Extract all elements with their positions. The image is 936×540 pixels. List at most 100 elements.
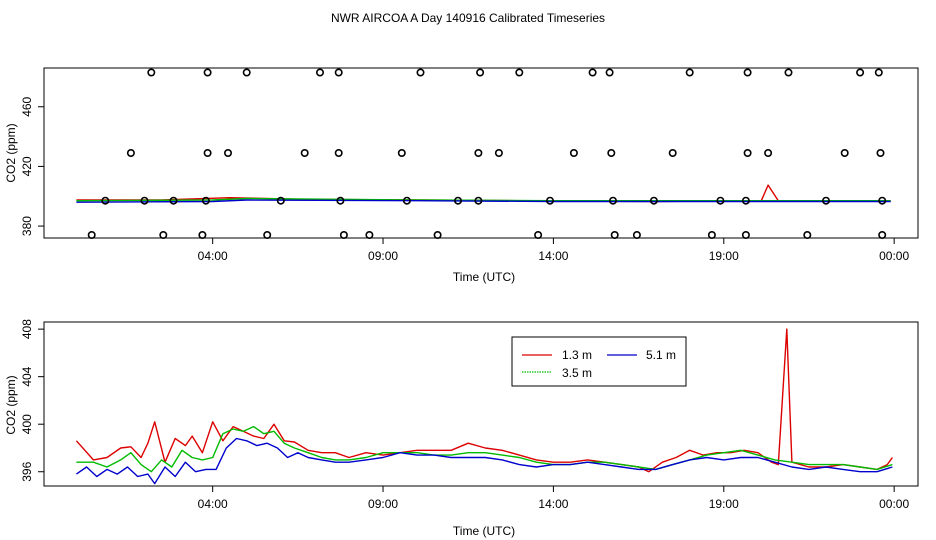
calibration-point-374-9 [632,231,641,240]
calibration-point-429-2 [224,149,233,158]
top-y-tick-label-460: 460 [20,96,34,116]
calibration-point-483-8 [588,68,597,77]
calibration-point-483-3 [315,68,324,77]
top-x-tick-label-1: 09:00 [368,249,398,263]
bottom-y-tick-label-400: 400 [20,414,34,434]
calibration-point-397-10 [608,196,617,205]
legend: 1.3 m 3.5 m 5.1 m [511,336,687,387]
bottom-x-tick-label-3: 19:00 [709,497,739,511]
calibration-point-397-11 [649,196,658,205]
bottom-series-lines [75,328,893,485]
bottom-panel: 396 400 404 408 04:00 09:00 14:00 19:00 00:00 T… [4,319,919,538]
calibration-point-374-12 [803,231,812,240]
calibration-point-374-11 [741,231,750,240]
calibration-point-374-0 [87,231,96,240]
top-series-lines [76,184,891,203]
top-plot-frame [43,67,919,239]
top-y-axis: 380 420 460 [20,96,44,236]
calibration-point-483-2 [242,68,251,77]
calibration-point-374-1 [159,231,168,240]
bottom-y-tick-label-404: 404 [20,366,34,386]
calibration-point-483-5 [416,68,425,77]
calibration-point-429-8 [569,149,578,158]
calibration-point-397-3 [201,196,210,205]
top-calibration-points [87,68,887,240]
calibration-point-429-10 [668,149,677,158]
bottom-x-tick-label-4: 00:00 [879,497,909,511]
top-x-axis: 04:00 09:00 14:00 19:00 00:00 [198,238,909,263]
calibration-point-429-4 [334,149,343,158]
calibration-point-483-14 [874,68,883,77]
calibration-point-397-14 [821,196,830,205]
bottom-y-tick-label-408: 408 [20,319,34,339]
calibration-point-429-3 [300,149,309,158]
calibration-point-397-15 [878,196,887,205]
calibration-point-483-13 [856,68,865,77]
bottom-x-axis: 04:00 09:00 14:00 19:00 00:00 [198,486,909,511]
calibration-point-429-5 [397,149,406,158]
calibration-point-374-4 [339,231,348,240]
bottom-x-tick-label-0: 04:00 [198,497,228,511]
top-x-tick-label-2: 14:00 [538,249,568,263]
bottom-y-tick-label-396: 396 [20,461,34,481]
calibration-point-374-8 [610,231,619,240]
calibration-point-429-13 [840,149,849,158]
calibration-point-374-5 [365,231,374,240]
calibration-point-374-13 [878,231,887,240]
bottom-x-tick-label-2: 14:00 [538,497,568,511]
calibration-point-429-14 [876,149,885,158]
calibration-point-483-7 [515,68,524,77]
calibration-point-429-6 [474,149,483,158]
calibration-point-397-0 [101,196,110,205]
calibration-point-483-1 [203,68,212,77]
top-x-axis-title: Time (UTC) [453,270,515,284]
calibration-point-397-8 [474,196,483,205]
top-x-tick-label-3: 19:00 [709,249,739,263]
calibration-point-483-6 [476,68,485,77]
bottom-x-axis-title: Time (UTC) [453,524,515,538]
top-y-tick-label-380: 380 [20,216,34,236]
calibration-point-483-4 [334,68,343,77]
top-x-tick-label-0: 04:00 [198,249,228,263]
calibration-point-483-12 [784,68,793,77]
calibration-point-483-11 [743,68,752,77]
bottom-series-3-5-m [76,425,893,473]
legend-label-1-3m: 1.3 m [562,348,592,362]
bottom-series-1-3-m [75,328,893,473]
legend-box [511,336,687,387]
calibration-point-397-2 [169,196,178,205]
calibration-point-429-9 [607,149,616,158]
calibration-point-397-13 [741,196,750,205]
top-series-1-3-m [76,184,891,203]
calibration-point-374-2 [198,231,207,240]
bottom-x-tick-label-1: 09:00 [368,497,398,511]
calibration-point-397-1 [140,196,149,205]
legend-label-3-5m: 3.5 m [562,366,592,380]
top-y-axis-title: CO2 (ppm) [4,123,18,182]
calibration-point-483-0 [147,68,156,77]
calibration-point-483-9 [605,68,614,77]
calibration-point-397-12 [716,196,725,205]
calibration-point-483-10 [685,68,694,77]
calibration-point-397-7 [453,196,462,205]
calibration-point-429-11 [743,149,752,158]
bottom-y-axis: 396 400 404 408 [20,319,44,482]
top-y-tick-label-420: 420 [20,156,34,176]
bottom-series-5-1-m [76,437,893,485]
calibration-point-429-0 [126,149,135,158]
calibration-point-374-3 [263,231,272,240]
calibration-point-397-4 [276,196,285,205]
calibration-point-429-12 [764,149,773,158]
bottom-y-axis-title: CO2 (ppm) [4,375,18,434]
top-panel: 380 420 460 04:00 09:00 14:00 19:00 00:00 Time… [4,67,919,284]
legend-label-5-1m: 5.1 m [646,348,676,362]
calibration-point-374-6 [433,231,442,240]
calibration-point-397-6 [402,196,411,205]
chart-title: NWR AIRCOA A Day 140916 Calibrated Times… [331,11,605,25]
bottom-plot-frame [43,321,919,487]
calibration-point-374-10 [707,231,716,240]
top-x-tick-label-4: 00:00 [879,249,909,263]
calibration-point-429-7 [494,149,503,158]
calibration-point-397-5 [336,196,345,205]
